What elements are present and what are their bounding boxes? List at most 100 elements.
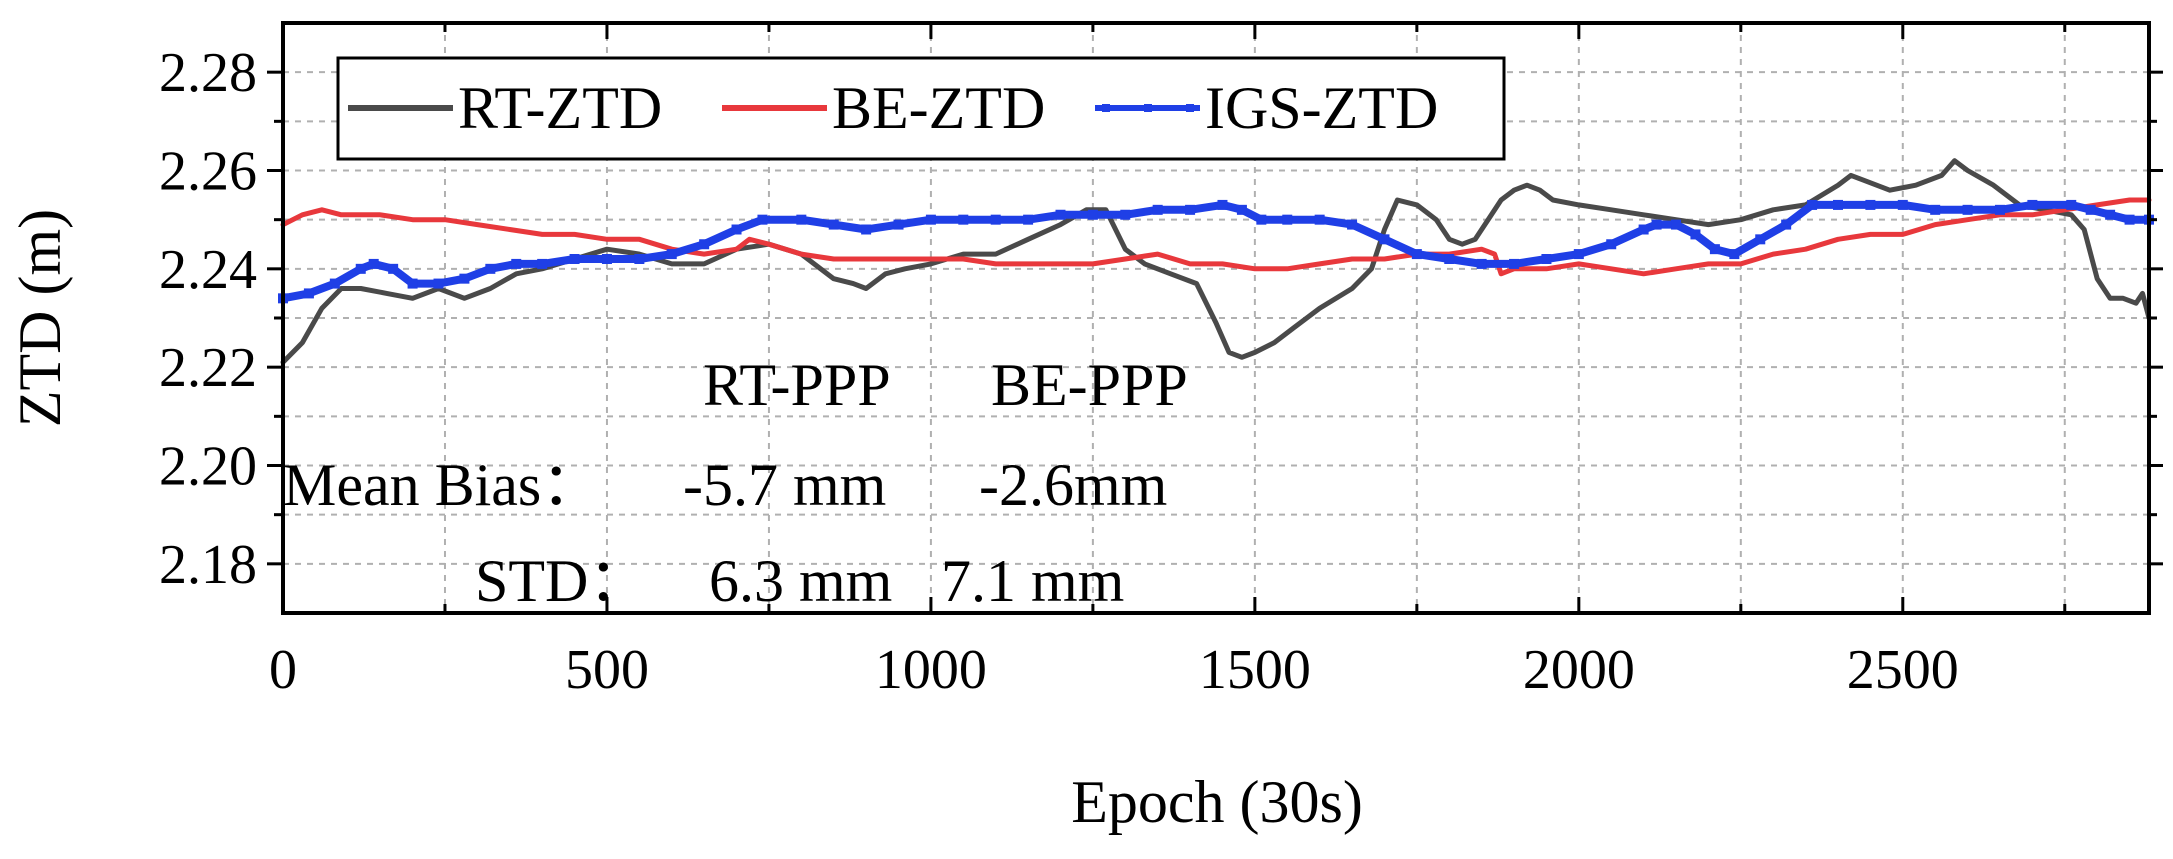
- series-point-igs-ztd: [1087, 209, 1098, 220]
- stats-header-be-ppp: BE-PPP: [991, 352, 1188, 418]
- x-tick-label: 500: [565, 639, 649, 701]
- axes: [267, 21, 2163, 615]
- y-axis-title: ZTD (m): [7, 209, 73, 427]
- series-point-igs-ztd: [796, 214, 807, 225]
- series-point-igs-ztd: [731, 224, 742, 235]
- y-tick-label: 2.24: [159, 239, 257, 301]
- series-point-igs-ztd: [1282, 214, 1293, 225]
- series-layer: [278, 158, 2154, 365]
- series-point-igs-ztd: [407, 278, 418, 289]
- series-point-igs-ztd: [1236, 204, 1247, 215]
- series-point-igs-ztd: [1897, 199, 1908, 210]
- stats-mean-bias-rt: -5.7 mm: [683, 452, 886, 518]
- series-point-igs-ztd: [1994, 204, 2005, 215]
- series-point-igs-ztd: [1476, 258, 1487, 269]
- series-point-igs-ztd: [569, 254, 580, 264]
- series-point-igs-ztd: [1781, 219, 1792, 230]
- series-point-igs-ztd: [1690, 229, 1701, 240]
- stats-annotation: RT-PPP BE-PPP Mean Bias： -5.7 mm -2.6mm …: [283, 352, 1188, 614]
- series-point-igs-ztd: [511, 258, 522, 269]
- stats-std-be: 7.1 mm: [941, 548, 1124, 614]
- series-point-igs-ztd: [925, 214, 936, 225]
- series-point-igs-ztd: [1709, 244, 1720, 255]
- y-tick-label: 2.20: [159, 436, 257, 498]
- series-point-igs-ztd: [1671, 219, 1682, 230]
- series-point-igs-ztd: [601, 254, 612, 264]
- x-tick-label: 2000: [1523, 639, 1635, 701]
- series-point-igs-ztd: [2105, 209, 2116, 220]
- x-tick-label: 1000: [875, 639, 987, 701]
- series-point-igs-ztd: [1444, 254, 1455, 264]
- series-point-igs-ztd: [1379, 234, 1390, 245]
- series-point-igs-ztd: [958, 214, 969, 225]
- legend-marker-igs-ztd: [1102, 104, 1110, 112]
- stats-std-rt: 6.3 mm: [709, 548, 892, 614]
- series-point-igs-ztd: [459, 273, 470, 284]
- stats-header-rt-ppp: RT-PPP: [703, 352, 891, 418]
- series-point-igs-ztd: [1411, 249, 1422, 260]
- series-point-igs-ztd: [303, 288, 314, 299]
- series-point-igs-ztd: [990, 214, 1001, 225]
- y-tick-label: 2.28: [159, 42, 257, 104]
- series-point-igs-ztd: [1055, 209, 1066, 220]
- legend-marker-igs-ztd: [1144, 104, 1152, 112]
- series-point-igs-ztd: [1314, 214, 1325, 225]
- series-point-igs-ztd: [1807, 199, 1818, 210]
- series-point-igs-ztd: [2066, 199, 2077, 210]
- series-point-igs-ztd: [329, 278, 340, 289]
- series-point-igs-ztd: [1541, 254, 1552, 264]
- series-point-igs-ztd: [861, 224, 872, 235]
- series-point-igs-ztd: [1930, 204, 1941, 215]
- series-point-igs-ztd: [485, 263, 496, 274]
- x-tick-label: 0: [269, 639, 297, 701]
- stats-mean-bias-be: -2.6mm: [979, 452, 1167, 518]
- series-point-igs-ztd: [1755, 234, 1766, 245]
- y-tick-label: 2.18: [159, 534, 257, 596]
- series-point-igs-ztd: [388, 263, 399, 274]
- series-point-igs-ztd: [1573, 249, 1584, 260]
- series-point-igs-ztd: [893, 219, 904, 230]
- series-point-igs-ztd: [634, 254, 645, 264]
- y-tick-label: 2.22: [159, 337, 257, 399]
- series-point-igs-ztd: [699, 239, 710, 250]
- series-point-igs-ztd: [828, 219, 839, 230]
- x-tick-label: 2500: [1847, 639, 1959, 701]
- series-point-igs-ztd: [368, 258, 379, 269]
- x-tick-label: 1500: [1199, 639, 1311, 701]
- stats-std-label: STD：: [475, 548, 648, 614]
- series-point-igs-ztd: [1120, 209, 1131, 220]
- series-line-be-ztd: [280, 197, 2152, 277]
- series-point-igs-ztd: [537, 258, 548, 269]
- series-point-igs-ztd: [433, 278, 444, 289]
- stats-mean-bias-label: Mean Bias：: [283, 452, 601, 518]
- series-point-igs-ztd: [2027, 199, 2038, 210]
- series-point-igs-ztd: [1217, 199, 1228, 210]
- series-point-igs-ztd: [1606, 239, 1617, 250]
- legend-label-be-ztd: BE-ZTD: [832, 75, 1045, 141]
- series-point-igs-ztd: [1962, 204, 1973, 215]
- legend-box: [336, 56, 1506, 161]
- series-point-igs-ztd: [757, 214, 768, 225]
- series-point-igs-ztd: [1651, 219, 1662, 230]
- series-point-igs-ztd: [1152, 204, 1163, 215]
- y-tick-label: 2.26: [159, 141, 257, 203]
- legend-label-igs-ztd: IGS-ZTD: [1205, 75, 1438, 141]
- series-point-igs-ztd: [1256, 214, 1267, 225]
- series-point-igs-ztd: [1185, 204, 1196, 215]
- series-point-igs-ztd: [1023, 214, 1034, 225]
- series-point-igs-ztd: [1729, 249, 1740, 260]
- series-point-igs-ztd: [1638, 224, 1649, 235]
- series-point-igs-ztd: [1509, 258, 1520, 269]
- series-point-igs-ztd: [2124, 214, 2135, 225]
- legend: RT-ZTD BE-ZTD IGS-ZTD: [336, 56, 1506, 161]
- series-point-igs-ztd: [355, 263, 366, 274]
- series-point-igs-ztd: [1347, 219, 1358, 230]
- series-point-igs-ztd: [2085, 204, 2096, 215]
- tick-labels: 0 500 1000 1500 2000 2500 2.18 2.20 2.22 2.24 2.26…: [159, 42, 1959, 701]
- series-point-igs-ztd: [666, 249, 677, 260]
- series-point-igs-ztd: [1833, 199, 1843, 210]
- series-point-igs-ztd: [1865, 199, 1876, 210]
- legend-label-rt-ztd: RT-ZTD: [458, 75, 662, 141]
- legend-marker-igs-ztd: [1186, 104, 1194, 112]
